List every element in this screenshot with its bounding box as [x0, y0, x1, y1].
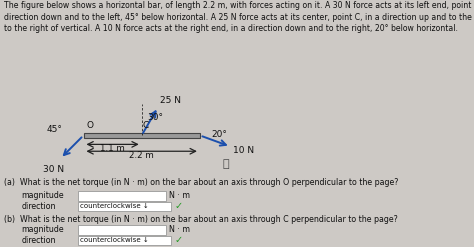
Text: 30°: 30° [147, 113, 163, 122]
Text: (b)  What is the net torque (in N · m) on the bar about an axis through C perpen: (b) What is the net torque (in N · m) on… [4, 215, 398, 224]
Text: ⓘ: ⓘ [223, 159, 229, 169]
Text: 30 N: 30 N [44, 165, 64, 174]
Text: The figure below shows a horizontal bar, of length 2.2 m, with forces acting on : The figure below shows a horizontal bar,… [4, 1, 474, 33]
Text: direction: direction [21, 236, 56, 245]
Text: counterclockwise ↓: counterclockwise ↓ [80, 203, 148, 209]
Text: 20°: 20° [211, 130, 228, 139]
Text: magnitude: magnitude [21, 191, 64, 200]
Text: magnitude: magnitude [21, 225, 64, 234]
Text: 10 N: 10 N [233, 146, 254, 155]
Text: ✓: ✓ [174, 235, 182, 245]
Bar [83, 133, 200, 138]
Text: 25 N: 25 N [160, 96, 181, 105]
Text: direction: direction [21, 202, 56, 211]
Text: 1.1 m: 1.1 m [100, 144, 125, 153]
Text: 45°: 45° [46, 125, 63, 134]
Text: O: O [87, 121, 94, 130]
Text: C: C [143, 121, 149, 130]
Text: N · m: N · m [169, 191, 190, 200]
Text: counterclockwise ↓: counterclockwise ↓ [80, 237, 148, 243]
Text: N · m: N · m [169, 226, 190, 234]
Text: (a)  What is the net torque (in N · m) on the bar about an axis through O perpen: (a) What is the net torque (in N · m) on… [4, 178, 398, 187]
Text: 2.2 m: 2.2 m [129, 151, 154, 160]
Text: ✓: ✓ [174, 201, 182, 211]
